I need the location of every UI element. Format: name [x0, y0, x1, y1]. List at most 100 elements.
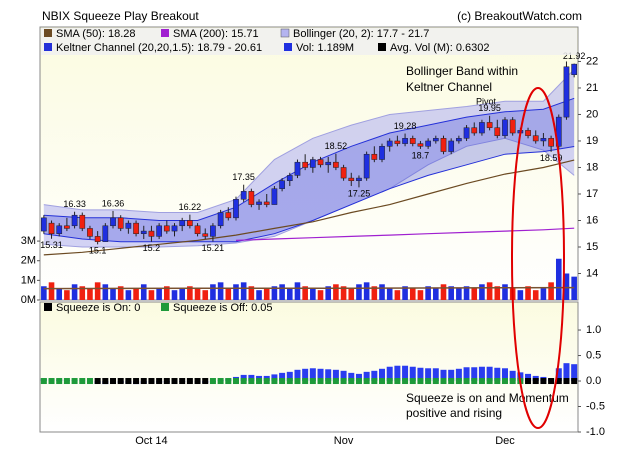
legend: SMA (50): 18.28 SMA (200): 15.71 Bolling…	[44, 28, 489, 54]
squeeze-dot	[425, 378, 432, 385]
squeeze-dot	[110, 378, 117, 385]
legend-swatch	[378, 43, 386, 51]
squeeze-dot	[71, 378, 78, 385]
candle-body	[210, 225, 216, 237]
volume-bar	[310, 288, 316, 300]
momentum-bar	[325, 369, 332, 382]
volume-bar	[425, 286, 431, 300]
price-label: 15.31	[40, 240, 63, 250]
momentum-bar	[448, 369, 455, 382]
volume-bar	[348, 288, 355, 300]
momentum-bar	[279, 372, 286, 382]
band-upper	[43, 69, 575, 213]
band-fill	[43, 98, 575, 242]
volume-bar	[517, 290, 524, 300]
squeeze-dot	[563, 378, 570, 385]
price-label: 15.1	[89, 246, 107, 256]
volume-bar	[494, 286, 501, 300]
y-tick-label: 19	[586, 135, 598, 147]
candle-body	[509, 119, 516, 134]
candle-body	[117, 217, 124, 229]
candle-body	[140, 230, 147, 234]
pivot-label: Pivot	[476, 96, 497, 106]
candle-body	[456, 138, 462, 142]
highlight-ellipse	[511, 87, 565, 429]
volume-bar	[433, 288, 439, 300]
squeeze-dot	[171, 378, 178, 385]
candle-body	[225, 212, 232, 219]
candle-body	[494, 127, 501, 136]
volume-bar	[202, 290, 209, 300]
momentum-bar	[332, 369, 339, 382]
squeeze-dot	[548, 378, 555, 385]
candle-body	[79, 214, 86, 229]
candle-body	[417, 143, 424, 147]
candle-body	[56, 225, 63, 234]
momentum-bar	[379, 368, 386, 382]
price-label: 15.2	[143, 243, 161, 253]
volume-bar	[286, 288, 293, 300]
momentum-bar	[432, 368, 439, 382]
volume-bar	[294, 282, 301, 300]
band-lower	[43, 146, 575, 243]
y-tick-label: 21	[586, 82, 598, 94]
annotation: positive and rising	[406, 406, 502, 420]
volume-bar	[217, 282, 224, 300]
momentum-bar	[286, 371, 293, 382]
price-label: 17.35	[232, 172, 255, 182]
sma-line	[43, 159, 575, 256]
volume-bar	[233, 284, 239, 300]
volume-bar	[48, 282, 55, 300]
price-label: 15.21	[202, 243, 225, 253]
legend-swatch	[280, 28, 290, 38]
momentum-bar	[294, 369, 301, 382]
momentum-bar	[571, 364, 578, 382]
squeeze-dot	[102, 378, 109, 385]
squeeze-dot	[279, 378, 286, 385]
squeeze-dot	[440, 378, 447, 385]
squeeze-dot	[63, 378, 70, 385]
momentum-bar	[425, 368, 432, 382]
volume-bar	[440, 284, 447, 300]
candle-body	[563, 66, 570, 118]
volume-bar	[471, 288, 478, 300]
squeeze-dot	[148, 378, 155, 385]
momentum-bar	[455, 368, 462, 382]
candle-body	[87, 228, 93, 237]
legend-label: SMA (200): 15.71	[173, 28, 259, 40]
squeeze-dot	[409, 378, 416, 385]
x-tick-label: Nov	[334, 435, 354, 447]
squeeze-dot	[363, 378, 370, 385]
candle-body	[279, 180, 285, 189]
volume-bar	[110, 288, 116, 300]
momentum-bar	[371, 370, 378, 382]
candle-body	[386, 140, 393, 147]
candle-body	[240, 191, 247, 200]
squeeze-dot	[309, 378, 316, 385]
candle-body	[94, 236, 101, 242]
candle-body	[110, 217, 116, 227]
volume-bar	[402, 286, 408, 300]
candle-body	[294, 161, 301, 176]
squeeze-dot	[432, 378, 439, 385]
candle-body	[325, 161, 332, 166]
volume-bar	[409, 288, 416, 300]
momentum-bar	[302, 368, 309, 382]
legend-label: Vol: 1.189M	[296, 42, 354, 54]
volume-bar	[102, 284, 109, 300]
legend-label: Squeeze is Off: 0.05	[173, 302, 272, 314]
legend-label: SMA (50): 18.28	[56, 28, 136, 40]
squeeze-dot	[501, 378, 508, 385]
volume-bar	[140, 284, 147, 300]
volume-bar	[371, 286, 378, 300]
momentum-bar	[501, 368, 508, 382]
candle-body	[571, 63, 578, 75]
candle-body	[187, 220, 193, 227]
price-label: 18.7	[412, 150, 430, 160]
squeeze-dot	[448, 378, 455, 385]
candle-body	[133, 222, 139, 234]
squeeze-dot	[340, 378, 347, 385]
squeeze-dot	[194, 378, 201, 385]
y-tick-label: 20	[586, 108, 598, 120]
